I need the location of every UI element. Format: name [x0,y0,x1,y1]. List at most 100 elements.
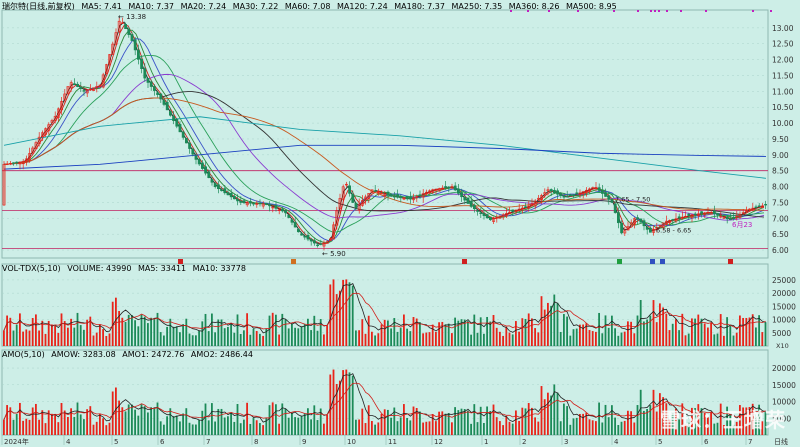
candle-body [191,148,195,155]
candle-body [53,115,57,122]
amount-bar [716,422,719,435]
amount-bar [198,419,200,435]
price-tick-label: 12.50 [772,40,794,49]
volume-bar [764,322,767,346]
volume-bar [607,327,610,346]
vol-tick-label: 25000 [772,276,796,285]
candle-body [664,220,668,225]
volume-bar [710,322,712,346]
volume-bar [204,313,207,346]
amount-bar [281,403,284,435]
candle-body [696,213,700,216]
amount-bar [502,425,504,435]
amount-bar [377,422,380,435]
amount-bar [639,389,642,435]
amount-bar [275,404,277,435]
volume-bar [729,324,732,346]
volume-bar [739,315,741,346]
info-marker [617,259,622,264]
event-marker [666,10,668,12]
x-axis-label: 3 [564,438,568,446]
amount-bar [563,403,565,435]
candle-body [706,211,710,214]
volume-bar [361,319,364,346]
volume-bar [399,328,402,346]
amount-bar [396,421,399,435]
vol-indicator-name: VOL-TDX(5,10) [2,264,61,273]
volume-bar [652,300,655,346]
price-tick-label: 10.00 [772,119,794,128]
amount-bar [300,415,303,435]
volume-bar [63,321,66,346]
volume-bar [499,331,501,346]
volume-bar [172,326,175,346]
vol-tick-label: 15000 [772,302,796,311]
candle-body [66,86,70,94]
amo-ma2-line [3,382,766,420]
volume-bar [134,320,136,346]
amount-bar [607,417,610,435]
legend-ma360: MA360: 8.26 [508,2,560,11]
volume-bar [547,302,549,346]
volume-bar [127,314,130,346]
volume-bar [476,332,479,346]
amount-bar [166,416,168,435]
candle-body [456,188,460,194]
candle-body [556,190,560,195]
volume-bar [31,317,34,346]
event-marker [548,10,550,12]
amount-bar [143,406,146,435]
vol-ma5-line [3,283,766,334]
amount-bar [51,413,53,435]
candle-body [284,210,288,214]
amount-bar [467,410,469,435]
volume-bar [409,331,412,346]
volume-bar [297,328,300,346]
candle-body [223,188,227,194]
candle-body [226,192,230,196]
amount-bar [524,408,527,435]
candle-body [421,193,425,198]
candle-body [428,190,432,194]
amount-bar [278,423,280,435]
candle-body [645,226,649,230]
amount-bar [76,402,79,435]
amount-bar [543,399,546,435]
volume-bar [531,318,533,346]
amount-bar [342,370,344,435]
volume-legend: VOL-TDX(5,10) VOLUME: 43990 MA5: 33411 M… [2,264,250,274]
volume-bar [403,314,405,346]
legend-ma120: MA120: 7.24 [337,2,388,11]
amo-tick-label: 10000 [772,398,796,407]
amount-bar [764,411,767,435]
candle-body [169,111,172,116]
candle-body [76,83,80,87]
amount-bar [438,411,440,435]
amount-bar [697,404,700,435]
volume-bar [278,334,280,346]
candle-body [712,210,716,215]
candle-body [527,205,531,209]
amount-bar [415,407,418,435]
volume-bar [460,319,463,346]
amount-bar [246,402,248,435]
amount-bar [316,420,319,435]
volume-bar [377,333,380,346]
price-tick-label: 6.50 [772,230,789,239]
volume-bar [166,326,168,346]
volume-bar [550,305,552,346]
amount-bar [47,410,50,435]
vol-ma5: MA5: 33411 [137,264,187,273]
info-marker [291,259,296,264]
candle-body [680,216,684,219]
high-price-marker: ← 13.38 [118,13,146,21]
candle-body [178,124,182,133]
amount-bar [150,407,152,435]
candle-body [408,196,412,200]
amount-bar [371,420,373,435]
candle-body [28,153,32,161]
amount-bar [351,375,354,435]
candle-body [344,183,348,186]
